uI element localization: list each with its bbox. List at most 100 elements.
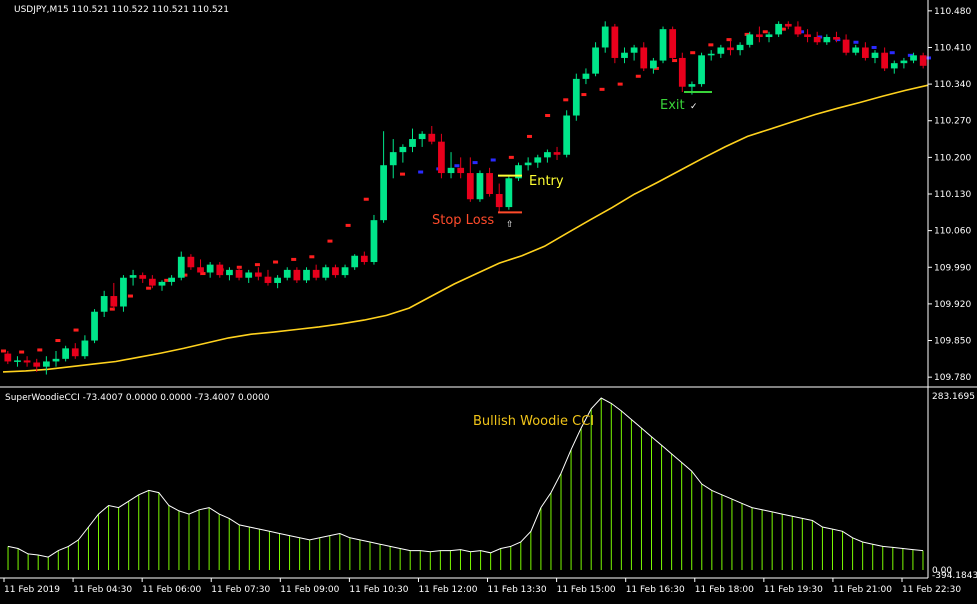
candle-body <box>360 255 368 263</box>
candle-body <box>62 348 70 359</box>
trailing-stop-dot <box>853 40 859 44</box>
candle-body <box>717 47 725 54</box>
trailing-stop-dot <box>762 30 768 34</box>
trailing-stop-dot <box>146 286 152 290</box>
candle-body <box>168 277 175 282</box>
time-tick-label: 11 Feb 16:30 <box>626 585 685 595</box>
candle-body <box>476 173 484 200</box>
candle-body <box>765 34 773 38</box>
candle-body <box>120 277 127 307</box>
candle-body <box>457 167 465 174</box>
time-tick-label: 11 Feb 21:00 <box>833 585 892 595</box>
price-axis: 110.480 110.410 110.340 110.270 110.200 110.1… <box>928 7 971 383</box>
candle-body <box>380 165 387 221</box>
trailing-stop-dot <box>454 164 460 168</box>
trailing-stop-dot <box>200 272 206 276</box>
trailing-stop-dot <box>889 51 895 55</box>
candle-body <box>351 255 359 268</box>
candle-body <box>650 60 657 69</box>
candle-body <box>389 152 397 166</box>
candle-body <box>833 37 840 40</box>
candle-body <box>81 340 89 357</box>
time-tick-label: 11 Feb 2019 <box>4 585 60 595</box>
candle-body <box>669 29 677 58</box>
trailing-stop-dot <box>581 93 587 97</box>
price-tick-label: 110.340 <box>934 80 971 90</box>
candle-body <box>158 281 166 286</box>
trailing-stop-dot <box>490 158 496 162</box>
stop-loss-label: Stop Loss <box>432 213 494 228</box>
trailing-stop-dot <box>182 273 188 277</box>
candle-body <box>332 267 339 276</box>
trailing-stop-dot <box>400 172 406 176</box>
trailing-stop-dot <box>254 263 260 267</box>
candle-body <box>206 264 214 273</box>
trailing-stop-dot <box>291 257 297 261</box>
candle-body <box>254 272 262 277</box>
candle-body <box>312 269 320 278</box>
candle-body <box>91 311 98 341</box>
exit-check-icon: ✓ <box>690 102 698 112</box>
candle-body <box>197 267 204 273</box>
trailing-stop-dot <box>690 51 696 55</box>
candle-body <box>515 165 522 179</box>
cci-pane[interactable]: 283.1695 0.00-394.1843 <box>7 392 977 581</box>
trailing-stop-dot <box>19 350 25 354</box>
cci-axis-min: -394.1843 <box>932 571 977 581</box>
exit-label: Exit <box>660 98 685 113</box>
entry-label: Entry <box>529 174 564 189</box>
candle-body <box>630 47 638 53</box>
candle-body <box>274 277 281 283</box>
candle-body <box>852 47 860 53</box>
candle-body <box>370 220 378 263</box>
candle-body <box>601 26 609 48</box>
trailing-stop-dot <box>799 30 805 34</box>
candle-body <box>129 275 137 278</box>
price-pane[interactable] <box>1 21 931 375</box>
candle-body <box>52 358 60 362</box>
trailing-stop-dot <box>37 348 43 352</box>
trailing-stop-dot <box>164 278 170 282</box>
candle-body <box>466 173 474 200</box>
trailing-stop-dot <box>55 339 61 343</box>
time-tick-label: 11 Feb 07:30 <box>211 585 270 595</box>
candle-body <box>139 275 147 279</box>
candle-body <box>775 23 783 35</box>
candle-body <box>4 353 12 362</box>
candle-body <box>659 29 667 61</box>
candle-body <box>842 39 850 53</box>
price-tick-label: 110.130 <box>934 190 971 200</box>
trailing-stop-dot <box>708 43 714 47</box>
candle-body <box>534 157 542 163</box>
trailing-stop-dot <box>871 45 877 49</box>
candle-body <box>486 173 493 194</box>
trailing-stop-dot <box>127 294 133 298</box>
candle-body <box>910 55 917 61</box>
candle-body <box>707 53 715 56</box>
candle-body <box>495 194 503 208</box>
candle-body <box>283 269 291 278</box>
candle-body <box>823 37 831 43</box>
indicator-title: Bullish Woodie CCI <box>473 414 594 429</box>
candle-body <box>553 152 561 155</box>
time-tick-label: 11 Feb 09:00 <box>280 585 339 595</box>
price-tick-label: 109.920 <box>934 300 971 310</box>
candle-body <box>592 47 599 74</box>
trailing-stop-dot <box>545 114 551 118</box>
candle-body <box>688 84 696 87</box>
indicator-label: SuperWoodieCCI -73.4007 0.0000 0.0000 -7… <box>5 393 270 403</box>
candle-body <box>804 34 811 38</box>
candle-body <box>621 52 628 58</box>
candle-body <box>784 23 792 27</box>
trailing-stop-dot <box>599 87 605 91</box>
candle-body <box>71 348 79 357</box>
candle-body <box>409 139 416 147</box>
trailing-stop-dot <box>617 82 623 86</box>
time-tick-label: 11 Feb 10:30 <box>349 585 408 595</box>
candle-body <box>611 26 619 58</box>
candle-body <box>563 115 571 155</box>
candle-body <box>861 47 869 58</box>
trailing-stop-dot <box>563 98 569 102</box>
candle-body <box>544 152 551 158</box>
